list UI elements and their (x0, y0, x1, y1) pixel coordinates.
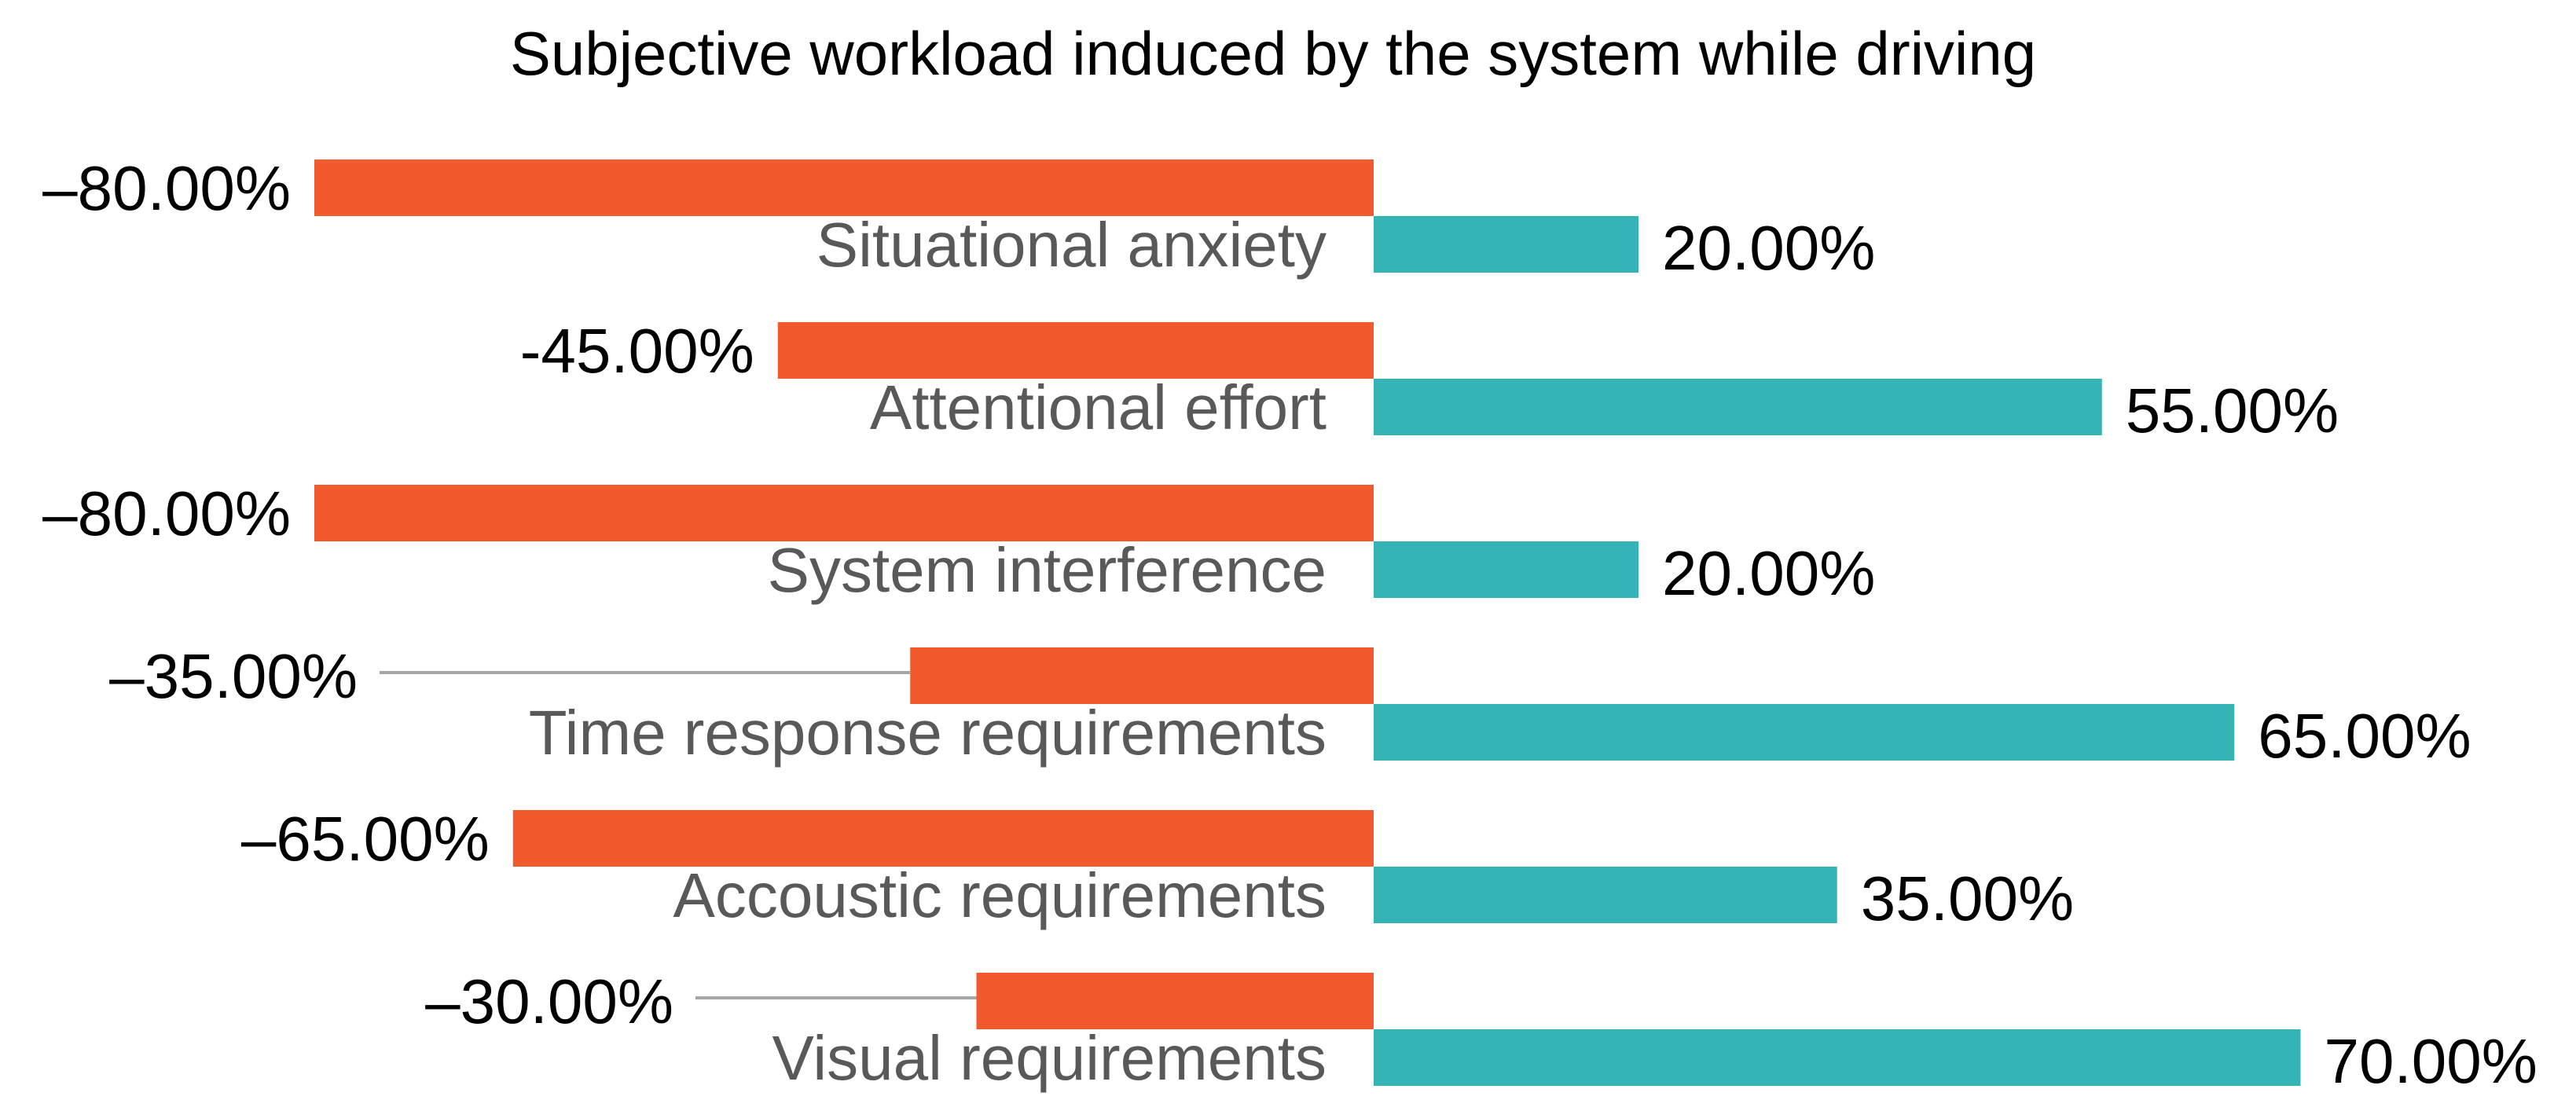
data-label-negative: –30.00% (425, 966, 673, 1036)
category-label: System interference (768, 535, 1327, 605)
category-label: Attentional effort (870, 372, 1327, 442)
data-label-positive: 20.00% (1662, 538, 1875, 608)
bar-negative (314, 485, 1374, 541)
data-label-positive: 65.00% (2258, 701, 2471, 771)
bar-negative (314, 160, 1374, 216)
bar-negative (910, 647, 1374, 704)
data-label-negative: –35.00% (109, 641, 358, 711)
category-label: Situational anxiety (816, 210, 1327, 280)
bar-group: –80.00% 20.00% Situational anxiety (42, 153, 1875, 283)
bar-positive (1374, 216, 1638, 273)
data-label-negative: –80.00% (42, 153, 291, 223)
chart-title: Subjective workload induced by the syste… (510, 19, 2036, 88)
bar-negative (976, 973, 1374, 1029)
bar-negative (512, 810, 1374, 867)
category-label: Accoustic requirements (673, 860, 1327, 930)
bar-positive (1374, 379, 2102, 435)
bar-negative (777, 322, 1374, 379)
bar-group: –35.00% 65.00% Time response requirements (109, 641, 2471, 771)
bar-positive (1374, 867, 1837, 923)
bar-group: –30.00% 70.00% Visual requirements (425, 966, 2537, 1096)
data-label-negative: –80.00% (42, 478, 291, 548)
bar-positive (1374, 1029, 2301, 1086)
bar-group: -45.00% 55.00% Attentional effort (520, 316, 2339, 446)
data-label-positive: 55.00% (2126, 376, 2339, 446)
data-label-positive: 20.00% (1662, 213, 1875, 283)
bar-group: –65.00% 35.00% Accoustic requirements (241, 804, 2074, 933)
data-label-positive: 70.00% (2325, 1026, 2537, 1096)
data-label-negative: –65.00% (241, 804, 490, 874)
category-label: Visual requirements (772, 1023, 1327, 1093)
category-label: Time response requirements (529, 698, 1327, 768)
bar-positive (1374, 541, 1638, 598)
data-label-negative: -45.00% (520, 316, 754, 386)
bars-layer: –80.00% 20.00% Situational anxiety -45.00% 5… (42, 153, 2537, 1096)
bar-group: –80.00% 20.00% System interference (42, 478, 1875, 608)
bar-positive (1374, 704, 2235, 761)
data-label-positive: 35.00% (1861, 864, 2074, 933)
